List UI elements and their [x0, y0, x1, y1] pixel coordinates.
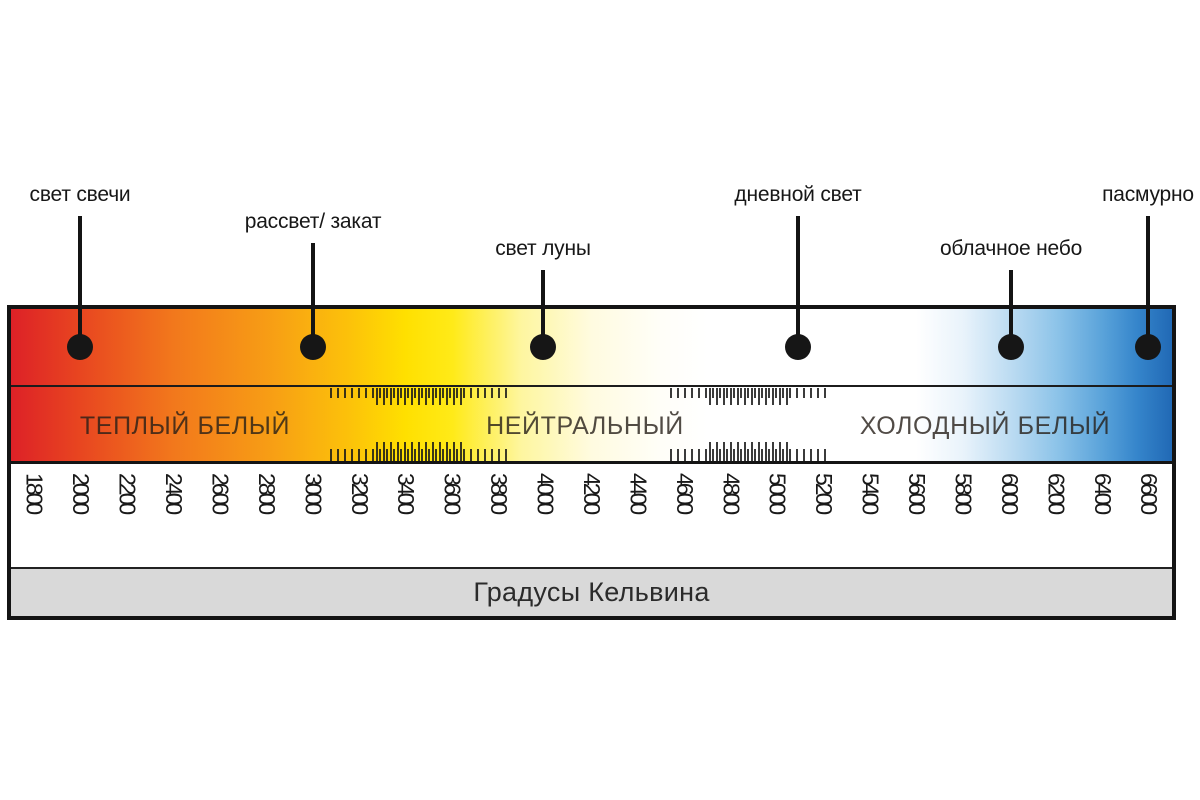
- kelvin-tick: 6600: [1136, 473, 1163, 513]
- marker-dot: [530, 334, 556, 360]
- kelvin-tick: 2200: [114, 473, 141, 513]
- marker-pointer-line: [1146, 216, 1150, 347]
- transition-ticks-neutral-cold: [670, 309, 827, 461]
- marker-pointer-line: [541, 270, 545, 347]
- kelvin-tick: 2000: [68, 473, 95, 513]
- kelvin-scale-chart: ТЕПЛЫЙ БЕЛЫЙ НЕЙТРАЛЬНЫЙ ХОЛОДНЫЙ БЕЛЫЙ …: [7, 305, 1176, 620]
- tick-comb: [375, 388, 467, 405]
- kelvin-tick: 4600: [671, 473, 698, 513]
- kelvin-tick: 6000: [996, 473, 1023, 513]
- kelvin-tick: 3800: [486, 473, 513, 513]
- marker-pointer-line: [1009, 270, 1013, 347]
- color-temperature-gradient-band: ТЕПЛЫЙ БЕЛЫЙ НЕЙТРАЛЬНЫЙ ХОЛОДНЫЙ БЕЛЫЙ: [11, 309, 1172, 461]
- marker-dot: [785, 334, 811, 360]
- kelvin-tick: 5000: [764, 473, 791, 513]
- marker-pointer-line: [311, 243, 315, 347]
- kelvin-tick: 5200: [811, 473, 838, 513]
- marker-label: рассвет/ закат: [244, 210, 382, 233]
- marker-dot: [300, 334, 326, 360]
- kelvin-tick: 3000: [300, 473, 327, 513]
- marker-dot: [67, 334, 93, 360]
- kelvin-tick: 4800: [718, 473, 745, 513]
- kelvin-tick: 6200: [1043, 473, 1070, 513]
- tick-comb: [709, 442, 788, 461]
- marker-pointer-line: [78, 216, 82, 347]
- tick-comb: [709, 388, 788, 405]
- unit-label: Градусы Кельвина: [473, 577, 710, 607]
- transition-ticks-warm-neutral: [330, 309, 512, 461]
- marker-dot: [1135, 334, 1161, 360]
- kelvin-tick: 2400: [161, 473, 188, 513]
- zone-neutral-label: НЕЙТРАЛЬНЫЙ: [486, 412, 684, 440]
- kelvin-tick-strip: 1800 2000 2200 2400 2600 2800 3000 3200 …: [11, 461, 1172, 567]
- kelvin-tick: 6400: [1089, 473, 1116, 513]
- zone-cold-white-label: ХОЛОДНЫЙ БЕЛЫЙ: [859, 412, 1111, 440]
- marker-label: пасмурно: [1102, 183, 1194, 206]
- marker-label: свет луны: [495, 237, 591, 260]
- kelvin-tick: 1800: [21, 473, 48, 513]
- marker-label: дневной свет: [734, 183, 862, 206]
- kelvin-tick: 5400: [857, 473, 884, 513]
- kelvin-tick: 3400: [393, 473, 420, 513]
- marker-label: облачное небо: [939, 237, 1083, 260]
- band-divider-line: [11, 385, 1172, 387]
- kelvin-tick: 5800: [950, 473, 977, 513]
- marker-dot: [998, 334, 1024, 360]
- marker-label: свет свечи: [29, 183, 131, 206]
- kelvin-tick: 4000: [532, 473, 559, 513]
- kelvin-tick: 5600: [904, 473, 931, 513]
- kelvin-tick: 2600: [207, 473, 234, 513]
- kelvin-tick: 2800: [253, 473, 280, 513]
- kelvin-tick: 3200: [346, 473, 373, 513]
- unit-bar: Градусы Кельвина: [11, 567, 1172, 616]
- marker-pointer-line: [796, 216, 800, 347]
- kelvin-tick: 4200: [578, 473, 605, 513]
- kelvin-tick: 3600: [439, 473, 466, 513]
- kelvin-tick: 4400: [625, 473, 652, 513]
- zone-warm-white-label: ТЕПЛЫЙ БЕЛЫЙ: [79, 412, 291, 440]
- tick-comb: [375, 442, 467, 461]
